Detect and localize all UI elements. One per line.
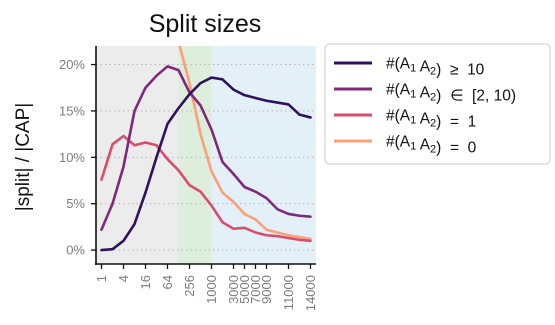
chart-title: Split sizes [149, 10, 262, 38]
x-tick-label-7: 5000 [237, 275, 252, 304]
y-axis-label: |split| / |CAP| [13, 103, 34, 211]
x-tick-label-6: 3000 [226, 275, 241, 304]
series-lines [100, 46, 312, 252]
legend-label-4: #(A1 A2) = 0 [386, 134, 477, 157]
y-tick-label-0: 0% [66, 243, 85, 258]
series-line-4 [178, 46, 312, 241]
y-tick-label-1: 5% [66, 196, 85, 211]
x-tick-label-0: 1 [94, 275, 109, 282]
x-tick-label-3: 64 [160, 275, 175, 289]
legend: #(A1 A2) ≥ 10 #(A1 A2) ∈ [2, 10) #(A1 A2) … [324, 43, 551, 165]
legend-label-1: #(A1 A2) ≥ 10 [386, 56, 485, 79]
series-line-2 [100, 65, 312, 231]
x-tick-label-9: 9000 [259, 275, 274, 304]
x-tick-label-11: 14000 [303, 275, 318, 311]
x-tick-label-8: 7000 [248, 275, 263, 304]
x-tick-label-1: 4 [116, 275, 131, 282]
legend-label-3: #(A1 A2) = 1 [386, 108, 476, 131]
y-tick-labels: 0% 5% 10% 15% 20% [59, 57, 96, 258]
series-line-3 [100, 134, 312, 243]
legend-box [324, 43, 551, 165]
series-line-1 [100, 76, 312, 252]
x-tick-label-5: 1000 [204, 275, 219, 304]
axes [95, 46, 316, 265]
x-tick-label-10: 11000 [281, 275, 296, 310]
y-tick-label-2: 10% [59, 150, 85, 165]
y-tick-label-3: 15% [59, 103, 85, 118]
x-tick-label-2: 16 [138, 275, 153, 289]
x-tick-label-4: 256 [182, 275, 197, 297]
region-band-3 [211, 46, 316, 264]
legend-label-2: #(A1 A2) ∈ [2, 10) [386, 82, 516, 105]
y-tick-label-4: 20% [59, 57, 85, 72]
gridlines [96, 63, 316, 251]
